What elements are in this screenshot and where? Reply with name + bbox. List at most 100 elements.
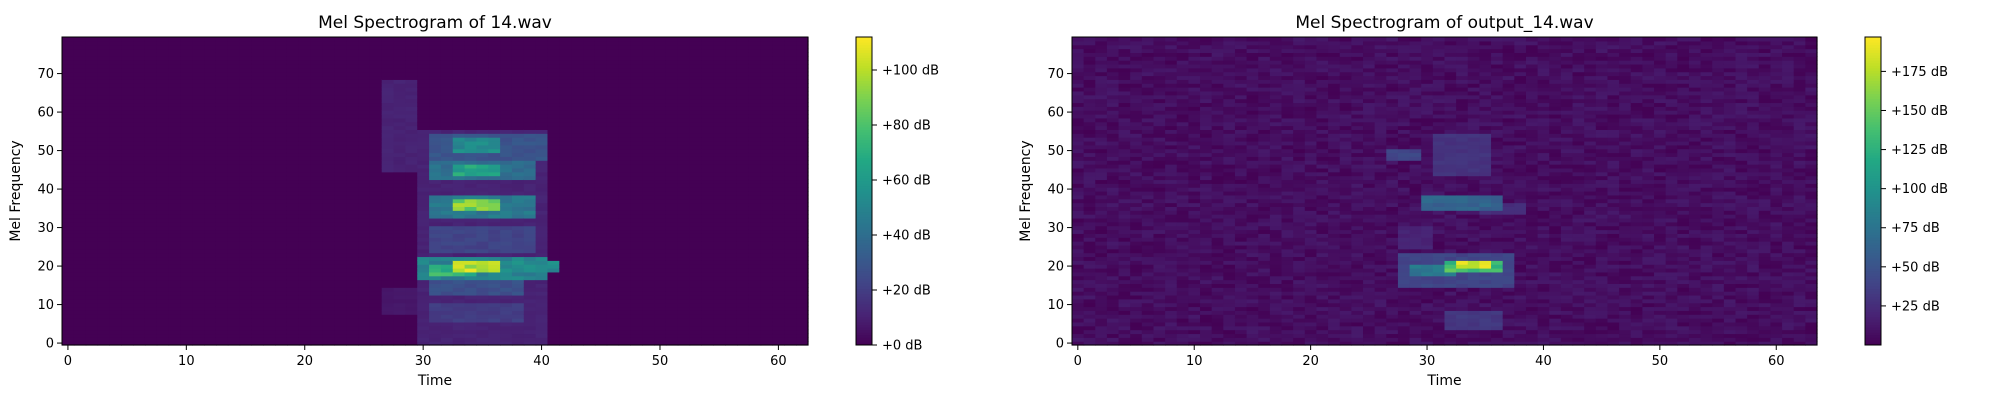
heatmap-cell — [476, 179, 489, 184]
heatmap-cell — [204, 187, 217, 192]
heatmap-cell — [476, 44, 489, 50]
heatmap-cell — [393, 117, 406, 123]
heatmap-cell — [227, 306, 241, 311]
heatmap-cell — [701, 125, 714, 130]
heatmap-cell — [701, 244, 714, 250]
heatmap-cell — [559, 144, 572, 150]
heatmap-cell — [405, 129, 418, 134]
heatmap-cell — [239, 75, 253, 80]
heatmap-cell — [748, 241, 762, 246]
heatmap-cell — [440, 329, 454, 335]
heatmap-cell — [168, 156, 182, 161]
heatmap-cell — [73, 194, 87, 200]
heatmap-cell — [358, 48, 371, 53]
heatmap-cell — [665, 256, 679, 261]
heatmap-cell — [760, 187, 774, 192]
heatmap-cell — [476, 171, 489, 177]
heatmap-cell — [748, 117, 762, 123]
heatmap-cell — [642, 341, 655, 346]
heatmap-cell — [156, 294, 170, 300]
heatmap-cell — [85, 233, 99, 238]
heatmap-cell — [571, 275, 584, 281]
heatmap-cell — [429, 194, 442, 200]
heatmap-cell — [547, 194, 560, 200]
heatmap-cell — [180, 40, 193, 46]
heatmap-cell — [642, 121, 655, 127]
heatmap-cell — [535, 171, 549, 177]
heatmap-cell — [73, 268, 87, 273]
heatmap-cell — [571, 140, 584, 146]
heatmap-cell — [748, 268, 762, 273]
heatmap-cell — [713, 264, 726, 269]
heatmap-cell — [322, 167, 335, 173]
heatmap-cell — [523, 333, 537, 338]
heatmap-cell — [346, 187, 359, 192]
heatmap-cell — [689, 94, 703, 100]
heatmap-cell — [500, 164, 513, 169]
heatmap-cell — [535, 183, 549, 188]
heatmap-cell — [523, 71, 537, 77]
heatmap-cell — [286, 268, 300, 273]
heatmap-cell — [511, 252, 525, 258]
heatmap-cell — [689, 244, 703, 250]
heatmap-cell — [298, 256, 312, 261]
heatmap-cell — [286, 63, 300, 69]
heatmap-cell — [322, 79, 335, 84]
heatmap-cell — [121, 144, 134, 150]
heatmap-cell — [523, 229, 537, 234]
heatmap-cell — [393, 248, 406, 254]
heatmap-cell — [583, 310, 596, 315]
heatmap-cell — [369, 337, 383, 342]
heatmap-cell — [677, 60, 691, 65]
heatmap-cell — [62, 129, 75, 134]
heatmap-cell — [796, 329, 809, 335]
heatmap-cell — [168, 256, 182, 261]
heatmap-cell — [701, 217, 714, 223]
heatmap-cell — [748, 210, 762, 215]
heatmap-cell — [583, 37, 596, 42]
heatmap-cell — [192, 217, 205, 223]
heatmap-cell — [654, 75, 667, 80]
heatmap-cell — [476, 225, 489, 231]
heatmap-cell — [547, 71, 560, 77]
heatmap-cell — [594, 329, 608, 335]
heatmap-cell — [748, 256, 762, 261]
heatmap-cell — [275, 152, 288, 157]
heatmap-cell — [784, 314, 797, 319]
heatmap-cell — [62, 237, 75, 242]
heatmap-cell — [571, 40, 584, 46]
heatmap-cell — [689, 137, 703, 142]
heatmap-cell — [85, 187, 99, 192]
heatmap-cell — [452, 117, 466, 123]
heatmap-cell — [239, 268, 253, 273]
heatmap-cell — [369, 225, 383, 231]
heatmap-cell — [369, 133, 383, 138]
heatmap-cell — [369, 87, 383, 92]
heatmap-cell — [298, 152, 312, 157]
heatmap-cell — [535, 210, 549, 215]
heatmap-cell — [251, 79, 264, 84]
heatmap-cell — [488, 148, 501, 154]
heatmap-cell — [464, 87, 478, 92]
heatmap-cell — [109, 56, 122, 61]
heatmap-cell — [559, 102, 572, 107]
heatmap-cell — [263, 164, 276, 169]
heatmap-cell — [547, 202, 560, 207]
heatmap-cell — [286, 341, 300, 346]
heatmap-cell — [594, 341, 608, 346]
heatmap-cell — [689, 83, 703, 88]
heatmap-cell — [215, 175, 229, 181]
heatmap-cell — [180, 217, 193, 223]
heatmap-cell — [109, 271, 122, 277]
heatmap-cell — [97, 67, 110, 73]
heatmap-cell — [310, 48, 324, 53]
heatmap-cell — [665, 275, 679, 281]
heatmap-cell — [594, 171, 608, 177]
heatmap-cell — [298, 233, 312, 238]
heatmap-cell — [500, 271, 513, 277]
heatmap-cell — [571, 179, 584, 184]
heatmap-cell — [417, 121, 430, 127]
heatmap-cell — [535, 152, 549, 157]
heatmap-cell — [452, 187, 466, 192]
heatmap-cell — [736, 210, 750, 215]
